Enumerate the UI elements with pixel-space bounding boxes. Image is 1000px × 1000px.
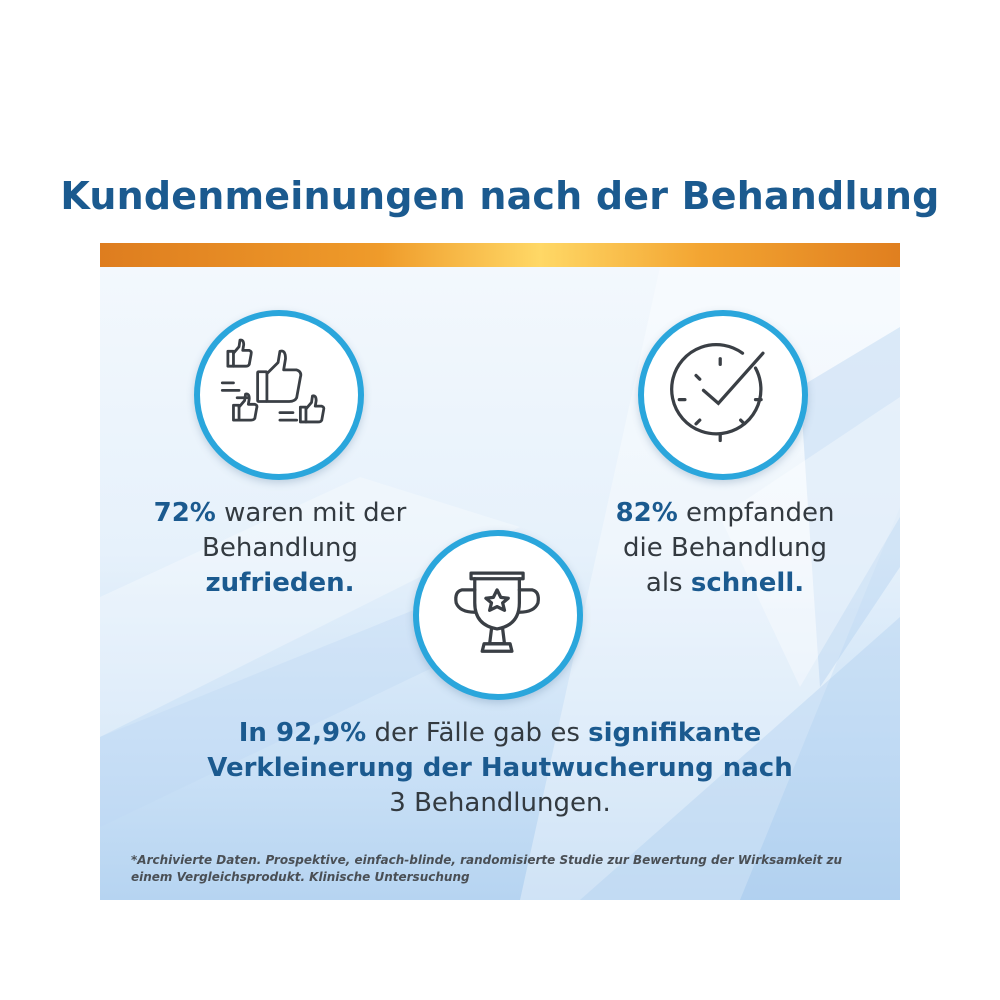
thumbs-up-circle [194, 310, 364, 480]
page-title: Kundenmeinungen nach der Behandlung [60, 174, 940, 218]
thumbs-up-icon [220, 338, 326, 424]
stat-fast-percent: 82% [615, 498, 678, 528]
stat-satisfied-line3: zufrieden. [205, 568, 355, 598]
stat-reduction-line2: Verkleinerung der Hautwucherung nach [207, 753, 793, 783]
stat-satisfied: 72% waren mit der Behandlung zufrieden. [130, 496, 430, 601]
stat-satisfied-percent: 72% [153, 498, 216, 528]
stat-fast-line3-prefix: als [645, 568, 691, 598]
stat-satisfied-line1: waren mit der [215, 498, 407, 528]
footnote: *Archivierte Daten. Prospektive, einfach… [131, 853, 843, 884]
trophy-star-icon [454, 571, 540, 653]
stat-fast-line3-bold: schnell. [690, 568, 805, 598]
trophy-circle [413, 530, 583, 700]
stat-reduction: In 92,9% der Fälle gab es signifikante V… [150, 716, 850, 821]
stat-fast-line1: empfanden [677, 498, 835, 528]
stat-reduction-bold1: signifikante [588, 718, 762, 748]
background-pattern [100, 267, 900, 900]
stat-reduction-prefix: In 92,9% [238, 718, 367, 748]
orange-divider-bar [100, 243, 900, 267]
stat-fast: 82% empfanden die Behandlung als schnell… [575, 496, 875, 601]
stat-reduction-line3: 3 Behandlungen. [389, 788, 611, 818]
stat-reduction-middle: der Fälle gab es [366, 718, 589, 748]
stat-fast-line2: die Behandlung [623, 533, 827, 563]
stat-satisfied-line2: Behandlung [202, 533, 358, 563]
clock-check-circle [638, 310, 808, 480]
clock-check-icon [670, 343, 765, 443]
